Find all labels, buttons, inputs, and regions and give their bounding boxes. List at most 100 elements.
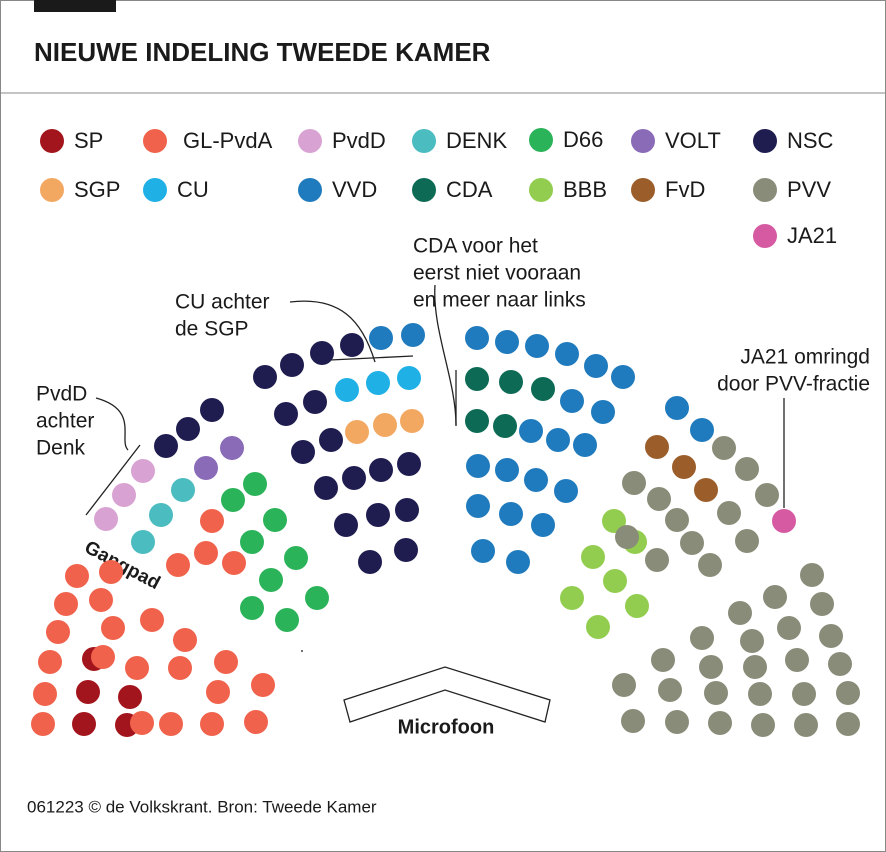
- seat: [340, 333, 364, 357]
- seat: [173, 628, 197, 652]
- legend-label: FvD: [665, 177, 705, 202]
- seat: [342, 466, 366, 490]
- annotation: de SGP: [175, 318, 249, 341]
- seat: [506, 550, 530, 574]
- seat: [621, 709, 645, 733]
- seat: [651, 648, 675, 672]
- seat: [99, 560, 123, 584]
- seat: [555, 342, 579, 366]
- seat: [792, 682, 816, 706]
- seat: [112, 483, 136, 507]
- seat: [612, 673, 636, 697]
- seat: [772, 509, 796, 533]
- seat: [358, 550, 382, 574]
- seat: [369, 458, 393, 482]
- title: NIEUWE INDELING TWEEDE KAMER: [34, 37, 491, 67]
- seat: [214, 650, 238, 674]
- seat: [465, 326, 489, 350]
- seat: [800, 563, 824, 587]
- seat: [499, 370, 523, 394]
- seat: [777, 616, 801, 640]
- seat: [499, 502, 523, 526]
- seat: [819, 624, 843, 648]
- legend-swatch: [143, 178, 167, 202]
- legend-label: PVV: [787, 177, 831, 202]
- legend-swatch: [631, 178, 655, 202]
- seat: [397, 366, 421, 390]
- seat: [647, 487, 671, 511]
- annotation: JA21 omringd: [740, 346, 870, 369]
- seat: [46, 620, 70, 644]
- annotation: PvdD: [36, 383, 87, 406]
- annotation: CDA voor het: [413, 235, 538, 258]
- seat: [200, 398, 224, 422]
- legend-label: JA21: [787, 223, 837, 248]
- seat: [735, 529, 759, 553]
- seat: [366, 503, 390, 527]
- legend-swatch: [529, 128, 553, 152]
- seat: [259, 568, 283, 592]
- seat: [222, 551, 246, 575]
- annotation: CU achter: [175, 291, 270, 314]
- legend-swatch: [753, 178, 777, 202]
- seat: [319, 428, 343, 452]
- seat: [206, 680, 230, 704]
- seat: [672, 455, 696, 479]
- seat: [131, 459, 155, 483]
- seat: [221, 488, 245, 512]
- seat: [763, 585, 787, 609]
- seat: [740, 629, 764, 653]
- legend-swatch: [40, 129, 64, 153]
- seat: [366, 371, 390, 395]
- seat: [465, 367, 489, 391]
- annotation: Denk: [36, 437, 86, 460]
- seat: [149, 503, 173, 527]
- legend-label: NSC: [787, 128, 834, 153]
- seat: [466, 494, 490, 518]
- seat: [200, 509, 224, 533]
- seat: [369, 326, 393, 350]
- seat: [168, 656, 192, 680]
- seat: [735, 457, 759, 481]
- seat: [345, 420, 369, 444]
- seat: [645, 548, 669, 572]
- seat: [373, 413, 397, 437]
- seat: [176, 417, 200, 441]
- seat: [690, 626, 714, 650]
- seat: [131, 530, 155, 554]
- seat: [284, 546, 308, 570]
- seat: [154, 434, 178, 458]
- legend-label: DENK: [446, 128, 507, 153]
- seat: [263, 508, 287, 532]
- legend-swatch: [412, 129, 436, 153]
- seat: [586, 615, 610, 639]
- seat: [54, 592, 78, 616]
- seat: [194, 541, 218, 565]
- legend-swatch: [40, 178, 64, 202]
- seat: [91, 645, 115, 669]
- legend-label: VOLT: [665, 128, 721, 153]
- seat: [220, 436, 244, 460]
- seat: [573, 433, 597, 457]
- seat: [243, 472, 267, 496]
- seat: [751, 713, 775, 737]
- seat: [401, 323, 425, 347]
- seat: [397, 452, 421, 476]
- seat: [31, 712, 55, 736]
- seat: [493, 414, 517, 438]
- seat: [334, 513, 358, 537]
- seat: [728, 601, 752, 625]
- seat: [584, 354, 608, 378]
- seat: [690, 418, 714, 442]
- legend-swatch: [298, 178, 322, 202]
- seat: [546, 428, 570, 452]
- legend-label: BBB: [563, 177, 607, 202]
- seat: [130, 711, 154, 735]
- seat: [794, 713, 818, 737]
- seat: [495, 330, 519, 354]
- footer: 061223 © de Volkskrant. Bron: Tweede Kam…: [27, 797, 377, 816]
- seat: [76, 680, 100, 704]
- seat: [275, 608, 299, 632]
- seat: [94, 507, 118, 531]
- seat: [240, 596, 264, 620]
